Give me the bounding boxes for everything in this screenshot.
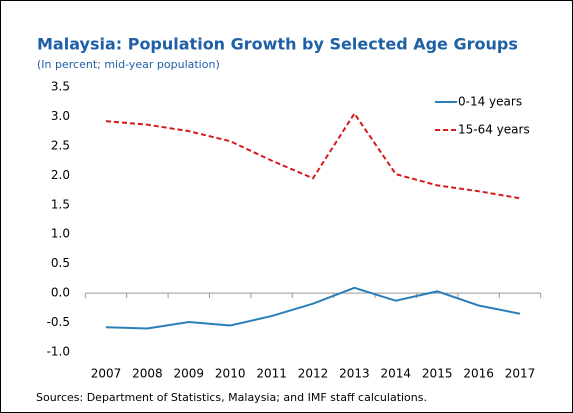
x-tick-label: 2015: [422, 367, 453, 381]
x-tick-label: 2007: [91, 367, 122, 381]
x-tick-label: 2010: [215, 367, 246, 381]
y-tick-label: 0.5: [51, 256, 70, 270]
x-tick-label: 2013: [339, 367, 370, 381]
y-tick-label: 3.0: [51, 109, 70, 123]
y-tick-label: 2.0: [51, 168, 70, 182]
source-note: Sources: Department of Statistics, Malay…: [36, 391, 427, 404]
x-tick-label: 2011: [256, 367, 287, 381]
series-line: [105, 286, 521, 330]
x-tick-label: 2014: [381, 367, 412, 381]
y-tick-label: 1.0: [51, 227, 70, 241]
y-tick-label: 2.5: [51, 138, 70, 152]
legend-label: 0-14 years: [458, 95, 522, 109]
y-tick-label: 1.5: [51, 197, 70, 211]
chart-subtitle: (In percent; mid-year population): [37, 58, 220, 71]
x-tick-label: 2017: [505, 367, 536, 381]
y-tick-label: 3.5: [51, 80, 70, 94]
y-tick-label: -0.5: [47, 315, 70, 329]
x-tick-label: 2012: [298, 367, 329, 381]
x-tick-label: 2008: [132, 367, 163, 381]
series-line: [105, 111, 521, 200]
x-tick-label: 2016: [463, 367, 494, 381]
legend-label: 15-64 years: [458, 123, 530, 137]
y-tick-label: -1.0: [47, 345, 70, 359]
y-tick-label: 0.0: [51, 286, 70, 300]
chart-title: Malaysia: Population Growth by Selected …: [37, 35, 518, 54]
x-tick-label: 2009: [174, 367, 205, 381]
